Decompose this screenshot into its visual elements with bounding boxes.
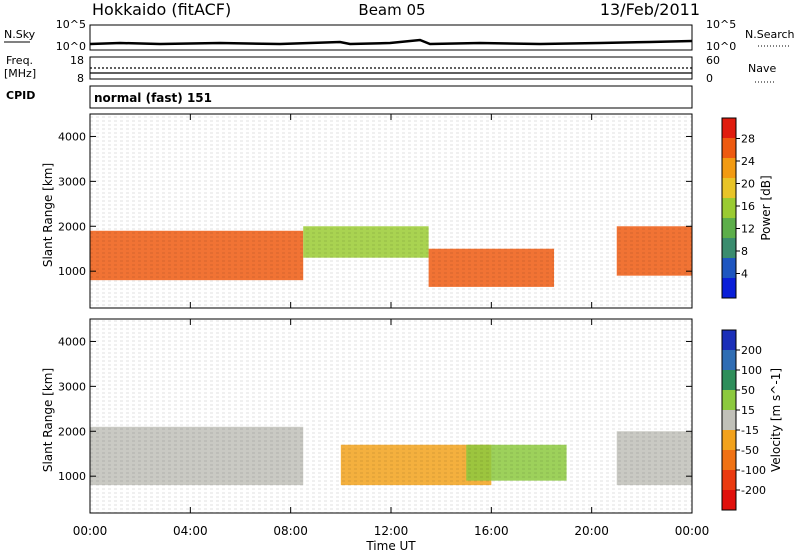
colorbar-swatch xyxy=(722,330,736,351)
velocity-colorbar-ticks: 200 100 50 15 -15 -50 -100 -200 xyxy=(736,344,766,497)
freq-label-2: [MHz] xyxy=(4,67,36,80)
freq-label-1: Freq. xyxy=(6,54,33,67)
colorbar-swatch xyxy=(722,158,736,179)
nsky-tick-high: 10^5 xyxy=(56,18,86,31)
colorbar-tick-label: 16 xyxy=(741,200,755,213)
power-yticks: 1000 2000 3000 4000 xyxy=(58,130,692,278)
y-tick-label: 4000 xyxy=(58,130,86,143)
velocity-colorbar-label: Velocity [m s^-1] xyxy=(769,368,783,472)
colorbar-tick-label: 24 xyxy=(741,155,755,168)
velocity-yticks: 1000 2000 3000 4000 xyxy=(58,335,692,483)
colorbar-tick-label: 100 xyxy=(741,364,762,377)
nsky-trace xyxy=(89,38,693,46)
y-tick-label: 4000 xyxy=(58,335,86,348)
power-ylabel: Slant Range [km] xyxy=(41,163,55,267)
freq-tick-low: 8 xyxy=(77,72,84,85)
colorbar-swatch xyxy=(722,238,736,259)
station-title: Hokkaido (fitACF) xyxy=(92,0,231,19)
date-title: 13/Feb/2011 xyxy=(600,0,700,19)
colorbar-swatch xyxy=(722,390,736,411)
velocity-ylabel: Slant Range [km] xyxy=(41,368,55,472)
nsky-label: N.Sky xyxy=(4,28,36,41)
colorbar-tick-label: -200 xyxy=(741,484,766,497)
colorbar-tick-label: 28 xyxy=(741,133,755,146)
power-texture xyxy=(90,114,692,308)
colorbar-swatch xyxy=(722,410,736,431)
x-tick-label: 16:00 xyxy=(474,524,509,538)
colorbar-tick-label: 8 xyxy=(741,245,748,258)
power-colorbar-ticks: 4 8 12 16 20 24 28 xyxy=(736,133,755,281)
velocity-texture xyxy=(90,319,692,513)
nsky-panel xyxy=(89,24,693,51)
colorbar-swatch xyxy=(722,490,736,511)
nsky-tick-low: 10^0 xyxy=(56,40,86,53)
colorbar-tick-label: -50 xyxy=(741,444,759,457)
power-colorbar: 4 8 12 16 20 24 28 Power [dB] xyxy=(721,117,773,299)
x-tick-label: 20:00 xyxy=(574,524,609,538)
colorbar-swatch xyxy=(722,470,736,491)
nsearch-label: N.Search xyxy=(745,28,795,41)
power-colorbar-label: Power [dB] xyxy=(759,175,773,240)
velocity-xticks xyxy=(89,319,693,513)
x-tick-label: 12:00 xyxy=(374,524,409,538)
colorbar-tick-label: 50 xyxy=(741,384,755,397)
colorbar-swatch xyxy=(722,218,736,239)
colorbar-swatch xyxy=(722,278,736,299)
cpid-label: CPID xyxy=(6,89,35,102)
x-tick-label: 00:00 xyxy=(73,524,108,538)
y-tick-label: 1000 xyxy=(58,470,86,483)
power-panel: 1000 2000 3000 4000 Slant Range [km] xyxy=(41,113,693,309)
colorbar-swatch xyxy=(722,198,736,219)
colorbar-swatch xyxy=(722,350,736,371)
beam-title: Beam 05 xyxy=(358,1,425,19)
nsearch-tick-low: 10^0 xyxy=(706,40,736,53)
colorbar-swatch xyxy=(722,450,736,471)
colorbar-tick-label: -15 xyxy=(741,424,759,437)
colorbar-swatch xyxy=(722,258,736,279)
colorbar-swatch xyxy=(722,138,736,159)
y-tick-label: 2000 xyxy=(58,220,86,233)
colorbar-swatch xyxy=(722,430,736,451)
cpid-panel xyxy=(89,85,693,109)
x-tick-label: 08:00 xyxy=(273,524,308,538)
colorbar-swatch xyxy=(722,370,736,391)
y-tick-label: 1000 xyxy=(58,265,86,278)
power-xticks xyxy=(89,114,693,308)
nsearch-tick-high: 10^5 xyxy=(706,18,736,31)
power-colorbar-swatches xyxy=(722,118,736,299)
colorbar-tick-label: -100 xyxy=(741,464,766,477)
y-tick-label: 3000 xyxy=(58,380,86,393)
power-colorbar-frame xyxy=(721,117,737,299)
colorbar-tick-label: 200 xyxy=(741,344,762,357)
velocity-panel: 1000 2000 3000 4000 Slant Range [km] xyxy=(41,318,693,514)
colorbar-tick-label: 15 xyxy=(741,404,755,417)
x-tick-label: 04:00 xyxy=(173,524,208,538)
x-tick-labels: 00:00 04:00 08:00 12:00 16:00 20:00 00:00 xyxy=(73,524,710,538)
colorbar-tick-label: 20 xyxy=(741,178,755,191)
velocity-colorbar: 200 100 50 15 -15 -50 -100 -200 Velocity [m s^-… xyxy=(721,329,783,511)
colorbar-tick-label: 12 xyxy=(741,223,755,236)
freq-tick-high: 18 xyxy=(70,54,84,67)
cpid-text: normal (fast) 151 xyxy=(94,91,212,105)
nave-tick-low: 0 xyxy=(706,72,713,85)
x-axis-label: Time UT xyxy=(365,539,416,553)
colorbar-tick-label: 4 xyxy=(741,268,748,281)
velocity-colorbar-frame xyxy=(721,329,737,511)
nave-label: Nave xyxy=(748,62,776,75)
velocity-colorbar-swatches xyxy=(722,330,736,511)
x-tick-label: 00:00 xyxy=(675,524,710,538)
colorbar-swatch xyxy=(722,118,736,139)
y-tick-label: 3000 xyxy=(58,175,86,188)
y-tick-label: 2000 xyxy=(58,425,86,438)
nave-tick-high: 60 xyxy=(706,54,720,67)
colorbar-swatch xyxy=(722,178,736,199)
